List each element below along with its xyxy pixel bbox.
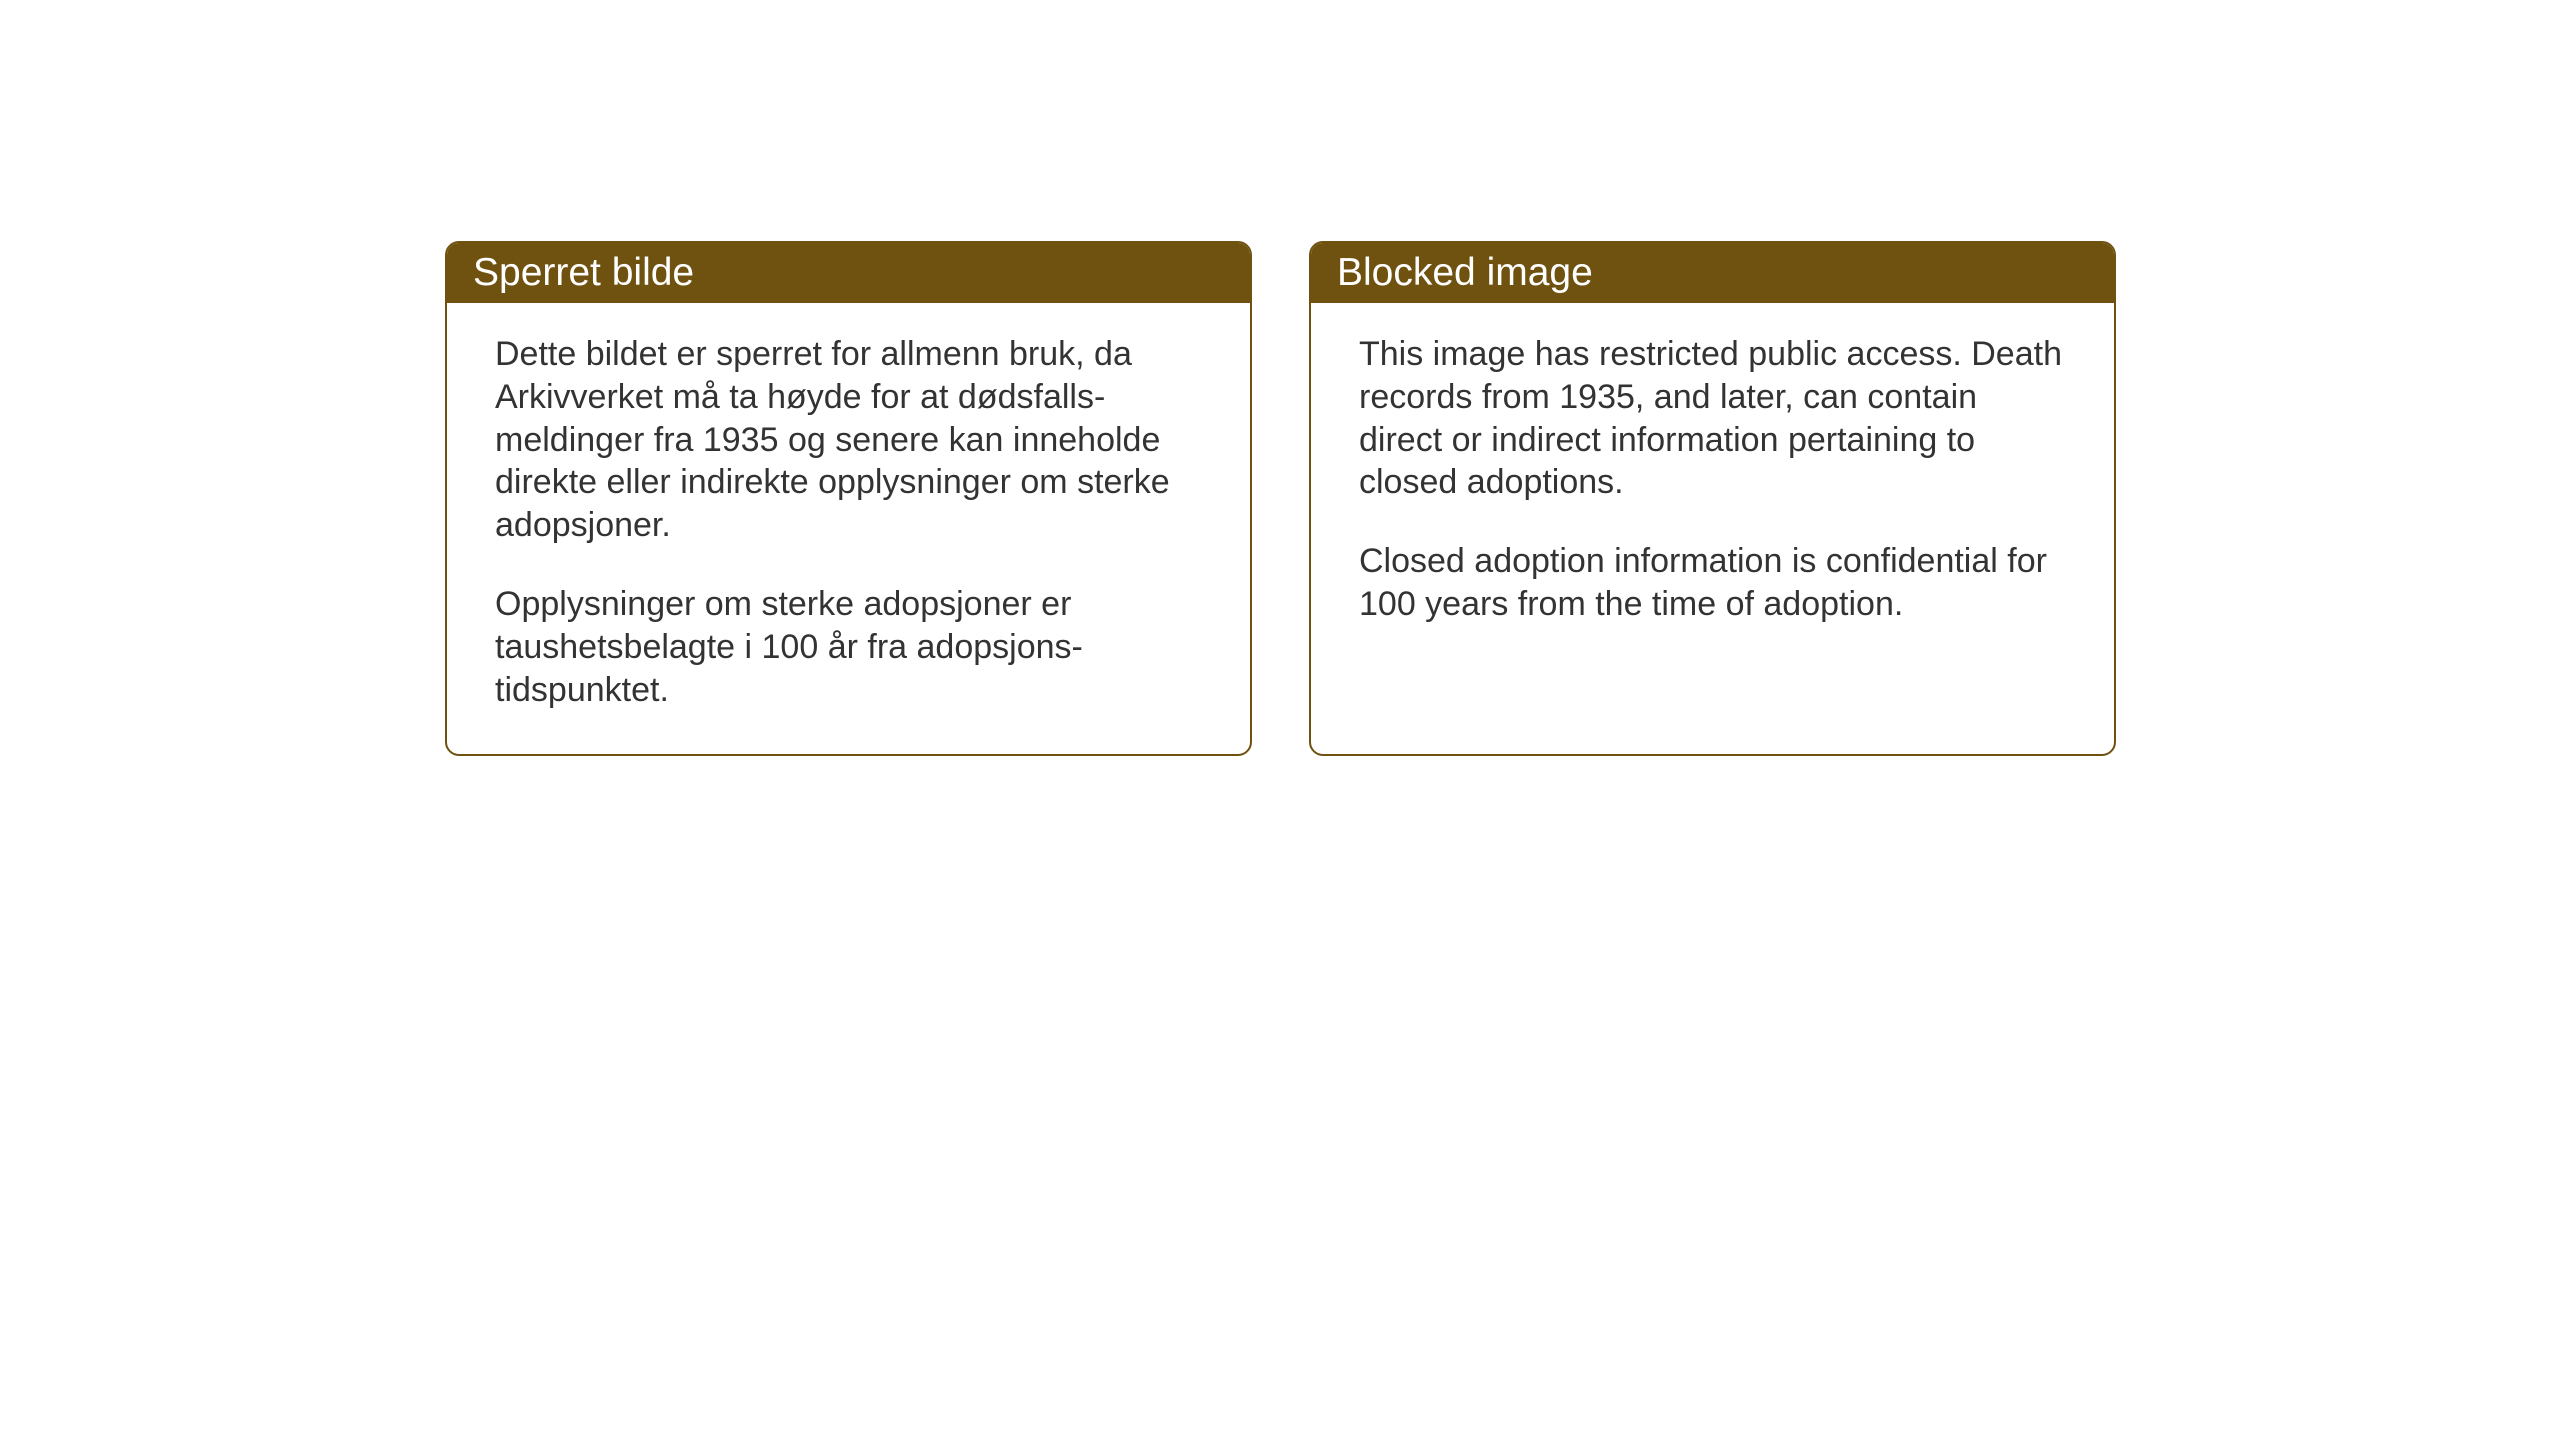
norwegian-paragraph-2: Opplysninger om sterke adopsjoner er tau… — [495, 583, 1202, 711]
norwegian-card-body: Dette bildet er sperret for allmenn bruk… — [447, 303, 1250, 754]
notice-container: Sperret bilde Dette bildet er sperret fo… — [445, 241, 2116, 756]
norwegian-notice-card: Sperret bilde Dette bildet er sperret fo… — [445, 241, 1252, 756]
norwegian-card-title: Sperret bilde — [447, 243, 1250, 303]
english-paragraph-1: This image has restricted public access.… — [1359, 333, 2066, 504]
english-card-body: This image has restricted public access.… — [1311, 303, 2114, 668]
english-paragraph-2: Closed adoption information is confident… — [1359, 540, 2066, 626]
english-card-title: Blocked image — [1311, 243, 2114, 303]
english-notice-card: Blocked image This image has restricted … — [1309, 241, 2116, 756]
norwegian-paragraph-1: Dette bildet er sperret for allmenn bruk… — [495, 333, 1202, 547]
